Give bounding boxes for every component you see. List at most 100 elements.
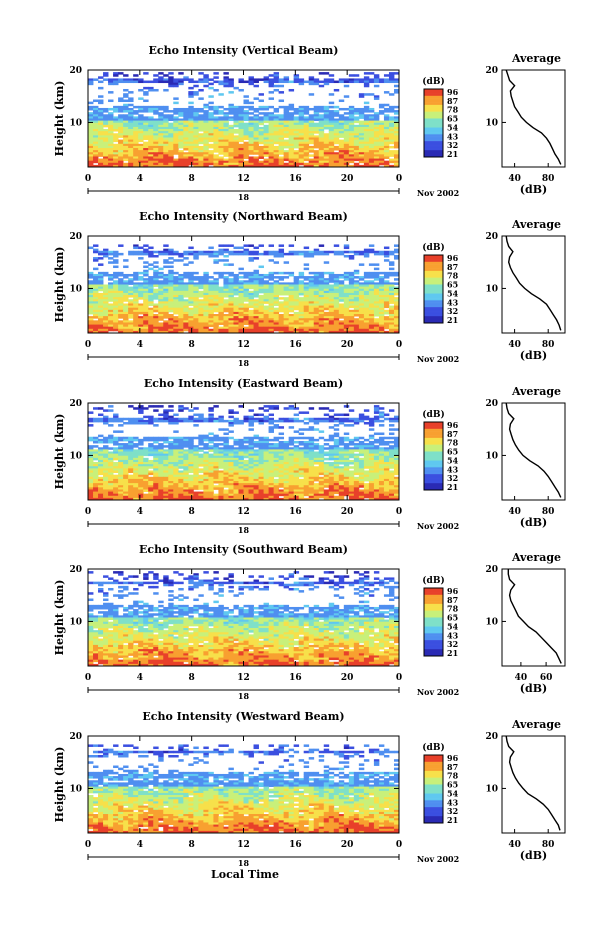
heatmap-cell — [98, 80, 104, 84]
heatmap-cell — [218, 316, 224, 319]
heatmap-cell — [243, 112, 249, 115]
heatmap-cell — [118, 326, 124, 330]
heatmap-cell — [123, 447, 129, 450]
heatmap-cell — [303, 112, 310, 115]
heatmap-cell — [208, 135, 214, 138]
heatmap-cell — [343, 314, 350, 317]
heatmap-cell — [233, 156, 239, 159]
heatmap-cell — [373, 126, 380, 130]
heatmap-cell — [353, 143, 360, 147]
heatmap-cell — [348, 299, 355, 302]
heatmap-cell — [163, 305, 169, 309]
heatmap-cell — [153, 438, 159, 442]
heatmap-cell — [388, 116, 395, 119]
heatmap-cell — [273, 74, 280, 77]
heatmap-cell — [108, 405, 114, 408]
heatmap-cell — [278, 303, 285, 306]
heatmap-cell — [323, 299, 330, 302]
heatmap-cell — [308, 428, 315, 431]
heatmap-cell — [378, 407, 385, 410]
heatmap-cell — [313, 421, 320, 425]
heatmap-cell — [218, 143, 224, 147]
heatmap-cell — [123, 449, 129, 452]
colorbar-segment — [424, 304, 443, 308]
heatmap-cell — [138, 459, 144, 463]
heatmap-cell — [108, 318, 114, 321]
heatmap-cell — [348, 311, 355, 315]
heatmap-cell — [393, 152, 400, 155]
heatmap-cell — [153, 162, 159, 166]
heatmap-cell — [313, 309, 320, 313]
heatmap-cell — [298, 288, 305, 292]
heatmap-cell — [163, 417, 169, 421]
heatmap-cell — [198, 305, 204, 309]
heatmap-cell — [263, 141, 269, 145]
heatmap-cell — [218, 271, 224, 275]
heatmap-cell — [238, 152, 244, 155]
heatmap-cell — [88, 445, 94, 448]
heatmap-cell — [323, 447, 330, 450]
heatmap-cell — [273, 299, 280, 302]
heatmap-cell — [293, 307, 300, 311]
heatmap-cell — [188, 114, 194, 117]
heatmap-cell — [278, 453, 285, 457]
heatmap-cell — [238, 295, 244, 298]
heatmap-cell — [363, 156, 370, 159]
heatmap-cell — [238, 133, 244, 136]
heatmap-cell — [113, 417, 119, 421]
heatmap-cell — [378, 284, 385, 288]
colorbar-tick-label: 54 — [447, 122, 459, 132]
heatmap-cell — [328, 451, 335, 455]
heatmap-cell — [143, 322, 149, 325]
heatmap-cell — [218, 135, 224, 138]
heatmap-cell — [203, 307, 209, 311]
heatmap-cell — [213, 261, 219, 264]
heatmap-cell — [198, 440, 204, 444]
heatmap-cell — [248, 320, 254, 323]
heatmap-cell — [88, 101, 94, 105]
heatmap-cell — [333, 459, 340, 463]
heatmap-cell — [293, 284, 300, 288]
heatmap-cell — [253, 116, 259, 119]
heatmap-cell — [223, 295, 229, 298]
heatmap-cell — [293, 292, 300, 296]
heatmap-cell — [188, 314, 194, 317]
heatmap-cell — [293, 135, 300, 138]
heatmap-cell — [118, 451, 124, 455]
heatmap-cell — [368, 309, 375, 313]
heatmap-cell — [378, 462, 385, 465]
heatmap-cell — [183, 162, 189, 166]
heatmap-cell — [88, 451, 94, 455]
heatmap-cell — [333, 156, 340, 159]
heatmap-cell — [273, 303, 280, 306]
heatmap-cell — [358, 129, 365, 132]
heatmap-cell — [168, 307, 174, 311]
heatmap-cell — [203, 160, 209, 164]
heatmap-cell — [293, 158, 300, 162]
heatmap-cell — [353, 107, 360, 111]
heatmap-cell — [123, 453, 129, 457]
heatmap-cell — [353, 137, 360, 140]
heatmap-cell — [173, 286, 179, 290]
heatmap-cell — [323, 78, 330, 81]
heatmap-cell — [223, 143, 229, 147]
heatmap-cell — [203, 314, 209, 317]
heatmap-cell — [173, 129, 179, 132]
heatmap-cell — [318, 145, 325, 149]
heatmap-cell — [288, 297, 295, 300]
heatmap-cell — [213, 295, 219, 298]
heatmap-cell — [118, 116, 124, 119]
heatmap-cell — [353, 457, 360, 461]
heatmap-cell — [253, 148, 259, 151]
heatmap-cell — [103, 156, 109, 159]
heatmap-cell — [138, 278, 144, 281]
heatmap-cell — [243, 299, 249, 302]
heatmap-cell — [263, 449, 269, 452]
heatmap-cell — [313, 141, 320, 145]
heatmap-cell — [298, 330, 305, 334]
heatmap-cell — [378, 440, 385, 444]
heatmap-cell — [193, 455, 199, 459]
heatmap-cell — [193, 160, 199, 164]
colorbar-segment — [424, 261, 443, 265]
heatmap-cell — [378, 307, 385, 311]
